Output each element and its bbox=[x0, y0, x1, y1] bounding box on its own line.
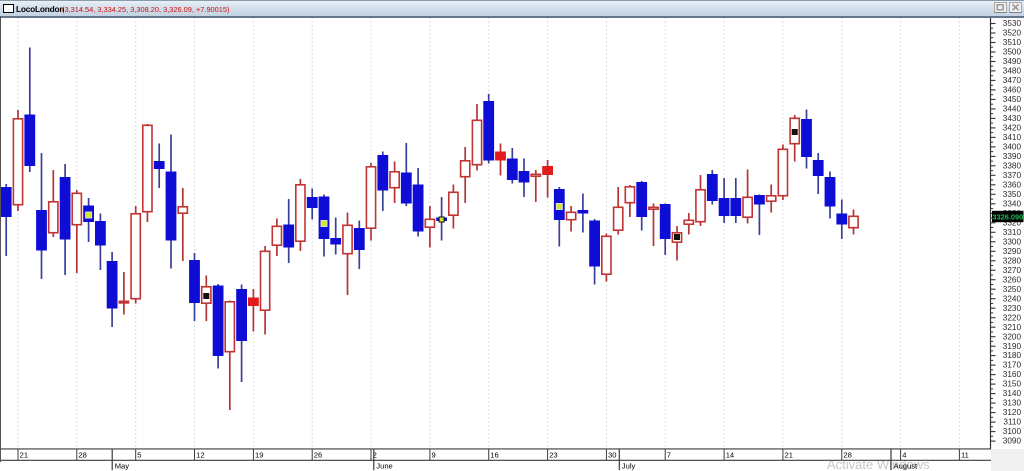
svg-text:3490: 3490 bbox=[1003, 57, 1022, 66]
svg-text:August: August bbox=[894, 461, 919, 470]
svg-text:3340: 3340 bbox=[1003, 199, 1022, 208]
svg-text:3250: 3250 bbox=[1003, 285, 1022, 294]
svg-text:3170: 3170 bbox=[1003, 361, 1022, 370]
svg-text:3350: 3350 bbox=[1003, 190, 1022, 199]
svg-text:June: June bbox=[376, 461, 392, 470]
svg-text:21: 21 bbox=[785, 451, 793, 460]
svg-text:3200: 3200 bbox=[1003, 332, 1022, 341]
svg-text:3400: 3400 bbox=[1003, 143, 1022, 152]
svg-text:3450: 3450 bbox=[1003, 95, 1022, 104]
svg-text:3240: 3240 bbox=[1003, 294, 1022, 303]
svg-text:3210: 3210 bbox=[1003, 323, 1022, 332]
svg-text:3360: 3360 bbox=[1003, 180, 1022, 189]
svg-text:3380: 3380 bbox=[1003, 161, 1022, 170]
svg-text:30: 30 bbox=[608, 451, 616, 460]
svg-text:3260: 3260 bbox=[1003, 275, 1022, 284]
svg-text:26: 26 bbox=[314, 451, 322, 460]
svg-text:3370: 3370 bbox=[1003, 171, 1022, 180]
svg-text:28: 28 bbox=[843, 451, 851, 460]
svg-text:3520: 3520 bbox=[1003, 29, 1022, 38]
svg-text:3090: 3090 bbox=[1003, 437, 1022, 446]
svg-text:5: 5 bbox=[137, 451, 141, 460]
svg-text:3290: 3290 bbox=[1003, 247, 1022, 256]
svg-text:May: May bbox=[115, 461, 130, 470]
svg-text:3270: 3270 bbox=[1003, 266, 1022, 275]
svg-text:3110: 3110 bbox=[1003, 418, 1021, 427]
svg-text:3100: 3100 bbox=[1003, 427, 1022, 436]
svg-text:7: 7 bbox=[667, 451, 671, 460]
svg-text:3480: 3480 bbox=[1003, 67, 1022, 76]
svg-text:3230: 3230 bbox=[1003, 304, 1022, 313]
svg-text:3460: 3460 bbox=[1003, 86, 1022, 95]
svg-text:3510: 3510 bbox=[1003, 38, 1022, 47]
svg-text:3190: 3190 bbox=[1003, 342, 1022, 351]
svg-text:3530: 3530 bbox=[1003, 19, 1022, 28]
svg-text:3326.090: 3326.090 bbox=[992, 212, 1023, 221]
svg-text:3500: 3500 bbox=[1003, 48, 1022, 57]
svg-text:3150: 3150 bbox=[1003, 380, 1022, 389]
svg-text:3390: 3390 bbox=[1003, 152, 1022, 161]
svg-text:21: 21 bbox=[20, 451, 28, 460]
svg-text:3180: 3180 bbox=[1003, 351, 1022, 360]
svg-text:3430: 3430 bbox=[1003, 114, 1022, 123]
svg-text:14: 14 bbox=[726, 451, 734, 460]
svg-text:16: 16 bbox=[490, 451, 498, 460]
svg-text:11: 11 bbox=[961, 451, 969, 460]
svg-text:3220: 3220 bbox=[1003, 313, 1022, 322]
svg-text:3140: 3140 bbox=[1003, 389, 1022, 398]
svg-text:3320: 3320 bbox=[1003, 218, 1022, 227]
svg-text:12: 12 bbox=[196, 451, 204, 460]
svg-text:July: July bbox=[622, 461, 636, 470]
svg-text:3440: 3440 bbox=[1003, 105, 1022, 114]
svg-text:2: 2 bbox=[373, 451, 377, 460]
svg-text:4: 4 bbox=[902, 451, 906, 460]
svg-text:3310: 3310 bbox=[1003, 228, 1022, 237]
svg-text:3420: 3420 bbox=[1003, 124, 1022, 133]
svg-text:23: 23 bbox=[549, 451, 557, 460]
svg-text:3470: 3470 bbox=[1003, 76, 1022, 85]
svg-text:3280: 3280 bbox=[1003, 256, 1022, 265]
svg-text:3130: 3130 bbox=[1003, 399, 1022, 408]
svg-text:3300: 3300 bbox=[1003, 237, 1022, 246]
svg-text:19: 19 bbox=[255, 451, 263, 460]
svg-text:28: 28 bbox=[78, 451, 86, 460]
svg-text:3120: 3120 bbox=[1003, 408, 1022, 417]
svg-text:3410: 3410 bbox=[1003, 133, 1022, 142]
svg-text:3160: 3160 bbox=[1003, 370, 1022, 379]
svg-text:9: 9 bbox=[432, 451, 436, 460]
